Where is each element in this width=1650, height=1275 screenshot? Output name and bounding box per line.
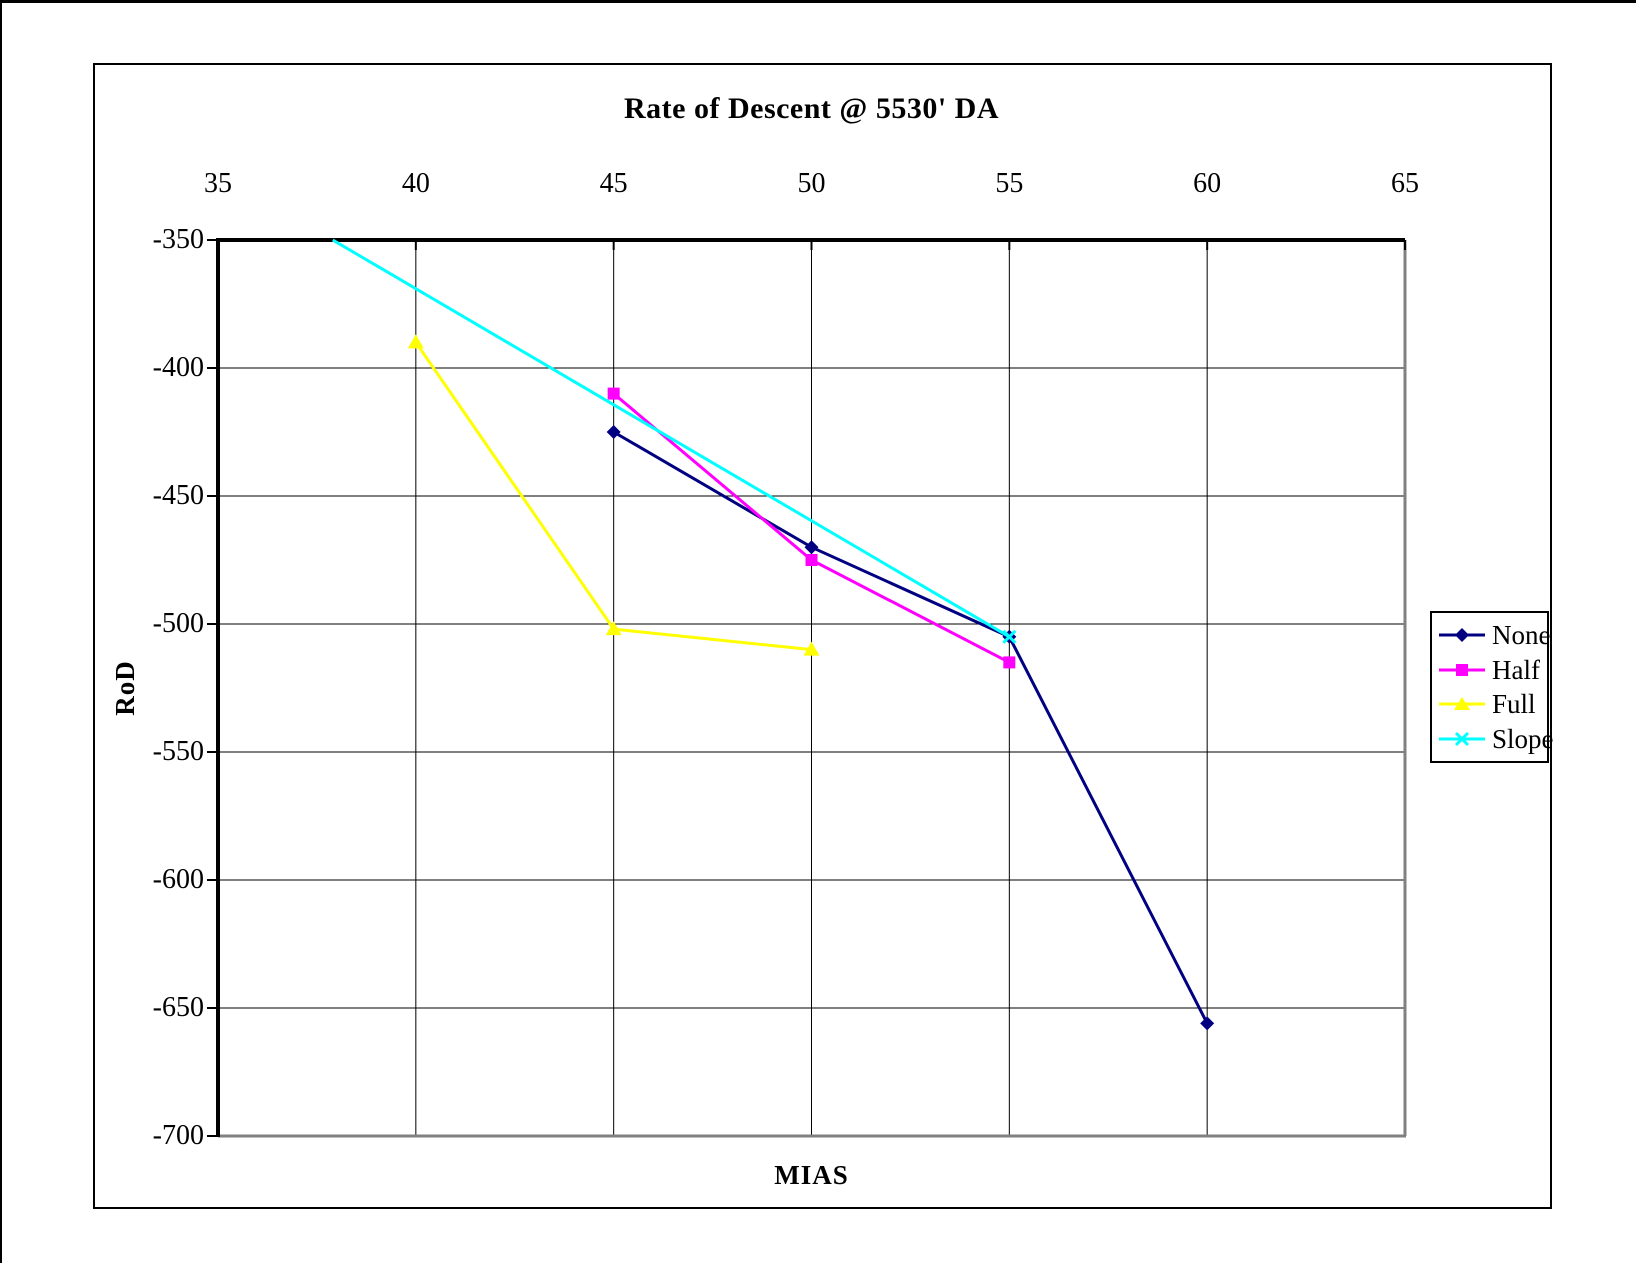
legend-item-half: Half <box>1438 655 1547 685</box>
legend-label: None <box>1492 619 1551 650</box>
y-tick-label: -700 <box>152 1120 204 1151</box>
x-tick-label: 60 <box>1193 168 1222 199</box>
y-tick-label: -550 <box>152 736 204 767</box>
chart-title: Rate of Descent @ 5530' DA <box>624 92 999 125</box>
series-marker-none <box>606 425 621 439</box>
series-marker-none <box>1200 1016 1215 1031</box>
legend-marker-square-icon <box>1439 663 1485 676</box>
series-marker-none <box>804 540 819 555</box>
legend-label: Full <box>1492 689 1536 720</box>
x-tick-label: 40 <box>401 168 430 199</box>
page-edge-line-top <box>0 0 1636 3</box>
y-tick-label: -350 <box>152 224 204 255</box>
y-tick-label: -500 <box>152 608 204 639</box>
page-edge-line-left <box>0 0 2 1263</box>
y-tick-label: -600 <box>152 864 204 895</box>
x-tick-label: 50 <box>797 168 826 199</box>
x-tick-label: 65 <box>1391 168 1419 199</box>
legend-label: Half <box>1492 654 1540 685</box>
series-marker-full <box>803 641 820 656</box>
legend-item-full: Full <box>1438 689 1547 719</box>
legend-label: Slope <box>1492 724 1554 755</box>
legend: None Half Full Slope <box>1430 611 1554 763</box>
x-tick-label: 35 <box>204 168 232 199</box>
legend-item-none: None <box>1438 619 1551 650</box>
legend-marker-diamond-icon <box>1439 627 1485 642</box>
y-axis-title: RoD <box>109 660 140 716</box>
series-line-slope <box>331 238 1011 639</box>
series-marker-full <box>407 334 424 349</box>
chart-figure-border <box>93 63 1552 1209</box>
x-tick-label: 55 <box>995 168 1024 199</box>
series-marker-half <box>607 387 620 400</box>
series-marker-half <box>1003 656 1016 669</box>
legend-marker-triangle-icon <box>1439 697 1485 711</box>
series-marker-full <box>605 621 622 636</box>
y-tick-label: -400 <box>152 352 204 383</box>
legend-item-slope: Slope <box>1438 724 1554 754</box>
y-tick-label: -450 <box>152 480 204 511</box>
series-line-none <box>612 430 1209 1025</box>
series-marker-slope <box>1002 629 1017 644</box>
x-axis-title: MIAS <box>774 1160 849 1190</box>
legend-marker-x-icon <box>1439 732 1485 747</box>
y-tick-label: -650 <box>152 992 204 1023</box>
x-tick-label: 45 <box>599 168 628 199</box>
series-marker-half <box>805 554 818 566</box>
